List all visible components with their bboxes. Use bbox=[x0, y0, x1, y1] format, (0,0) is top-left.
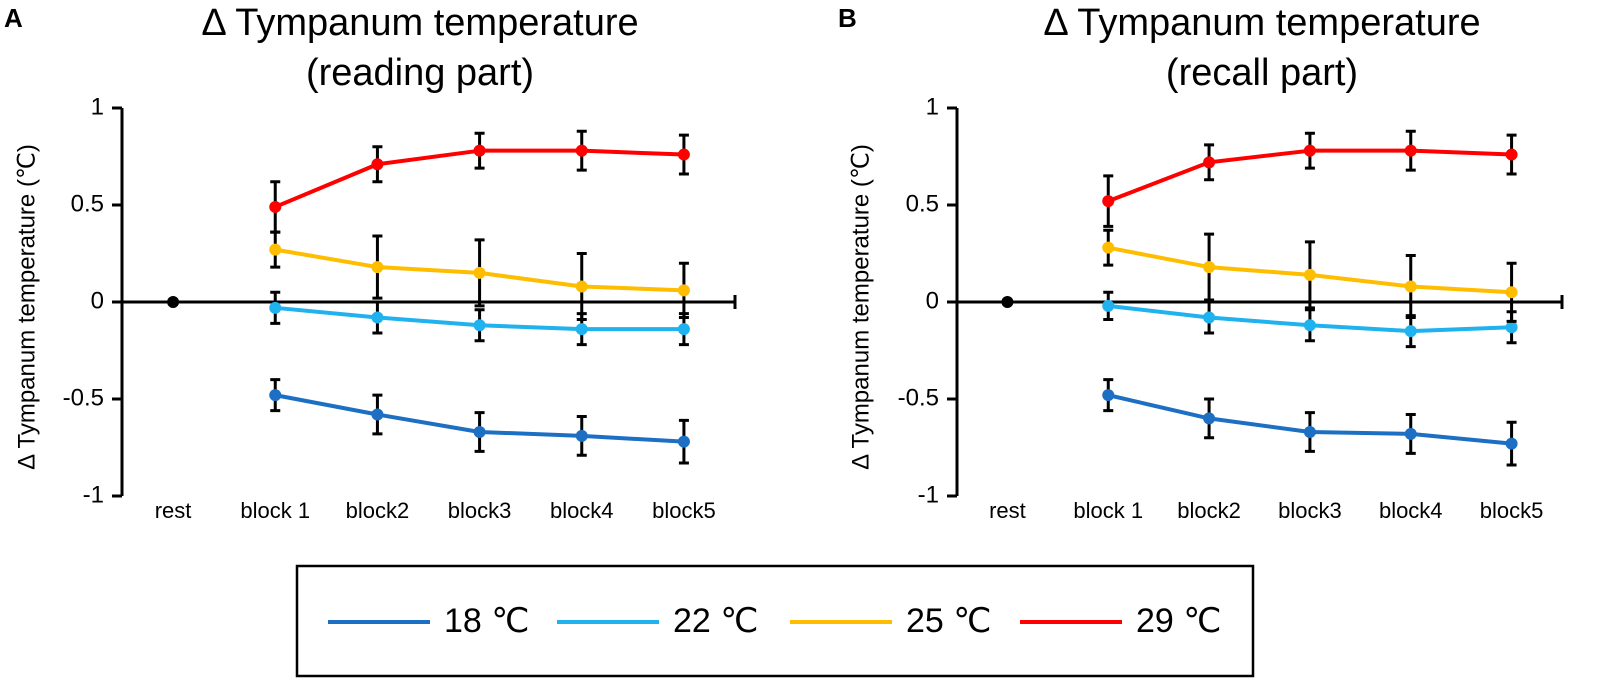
y-tick-label: 0 bbox=[926, 287, 939, 314]
x-tick-label: rest bbox=[155, 498, 192, 523]
data-point bbox=[269, 243, 282, 256]
panel-label: A bbox=[4, 3, 23, 33]
y-tick-label: -0.5 bbox=[63, 384, 104, 411]
data-point bbox=[575, 323, 588, 336]
data-point bbox=[371, 408, 384, 421]
data-point bbox=[1505, 286, 1518, 299]
data-point bbox=[1102, 195, 1115, 208]
data-point bbox=[269, 200, 282, 213]
data-point bbox=[371, 311, 384, 324]
rest-point bbox=[167, 296, 180, 308]
y-tick-label: 1 bbox=[91, 93, 104, 120]
data-point bbox=[677, 435, 690, 448]
data-point bbox=[473, 319, 486, 332]
data-point bbox=[1303, 268, 1316, 281]
legend-label: 22 ℃ bbox=[673, 602, 758, 640]
data-point bbox=[1203, 311, 1216, 324]
data-point bbox=[575, 429, 588, 442]
chart-title: Δ Tympanum temperature bbox=[1043, 2, 1480, 44]
chart-title: (reading part) bbox=[306, 52, 534, 94]
data-point bbox=[1404, 325, 1417, 338]
data-point bbox=[1102, 241, 1115, 254]
data-point bbox=[1505, 148, 1518, 161]
data-point bbox=[677, 148, 690, 161]
data-point bbox=[575, 144, 588, 157]
data-point bbox=[473, 425, 486, 438]
y-tick-label: 0.5 bbox=[906, 190, 939, 217]
rest-point bbox=[1001, 296, 1014, 308]
x-tick-label: rest bbox=[989, 498, 1026, 523]
data-point bbox=[1102, 389, 1115, 402]
y-tick-label: 1 bbox=[926, 93, 939, 120]
panel-label: B bbox=[838, 3, 857, 33]
data-point bbox=[1505, 321, 1518, 334]
x-tick-label: block5 bbox=[1480, 498, 1544, 523]
data-point bbox=[1303, 144, 1316, 157]
legend-label: 18 ℃ bbox=[444, 602, 529, 640]
y-tick-label: 0 bbox=[91, 287, 104, 314]
chart-title: (recall part) bbox=[1166, 52, 1358, 94]
x-tick-label: block2 bbox=[1177, 498, 1241, 523]
x-tick-label: block4 bbox=[550, 498, 614, 523]
data-point bbox=[269, 389, 282, 402]
data-point bbox=[677, 284, 690, 297]
data-point bbox=[269, 301, 282, 314]
x-tick-label: block 1 bbox=[240, 498, 310, 523]
x-tick-label: block5 bbox=[652, 498, 716, 523]
data-point bbox=[1404, 280, 1417, 293]
x-tick-label: block2 bbox=[346, 498, 410, 523]
chart-title: Δ Tympanum temperature bbox=[201, 2, 638, 44]
data-point bbox=[1505, 437, 1518, 450]
data-point bbox=[1404, 427, 1417, 440]
legend-label: 25 ℃ bbox=[906, 602, 991, 640]
data-point bbox=[1303, 319, 1316, 332]
y-tick-label: -0.5 bbox=[898, 384, 939, 411]
y-axis-label: Δ Tympanum temperature (℃) bbox=[847, 144, 874, 470]
y-tick-label: -1 bbox=[918, 481, 939, 508]
data-point bbox=[371, 261, 384, 274]
x-tick-label: block 1 bbox=[1073, 498, 1143, 523]
data-point bbox=[473, 144, 486, 157]
data-point bbox=[371, 158, 384, 171]
legend-label: 29 ℃ bbox=[1136, 602, 1221, 640]
data-point bbox=[1203, 412, 1216, 425]
legend-box bbox=[295, 564, 1255, 678]
data-point bbox=[575, 280, 588, 293]
data-point bbox=[1404, 144, 1417, 157]
data-point bbox=[677, 323, 690, 336]
data-point bbox=[1203, 156, 1216, 169]
x-tick-label: block3 bbox=[448, 498, 512, 523]
y-axis-label: Δ Tympanum temperature (℃) bbox=[13, 144, 40, 470]
y-tick-label: 0.5 bbox=[71, 190, 104, 217]
x-tick-label: block4 bbox=[1379, 498, 1443, 523]
data-point bbox=[1203, 261, 1216, 274]
x-tick-label: block3 bbox=[1278, 498, 1342, 523]
data-point bbox=[473, 266, 486, 279]
data-point bbox=[1303, 425, 1316, 438]
data-point bbox=[1102, 299, 1115, 312]
y-tick-label: -1 bbox=[83, 481, 104, 508]
